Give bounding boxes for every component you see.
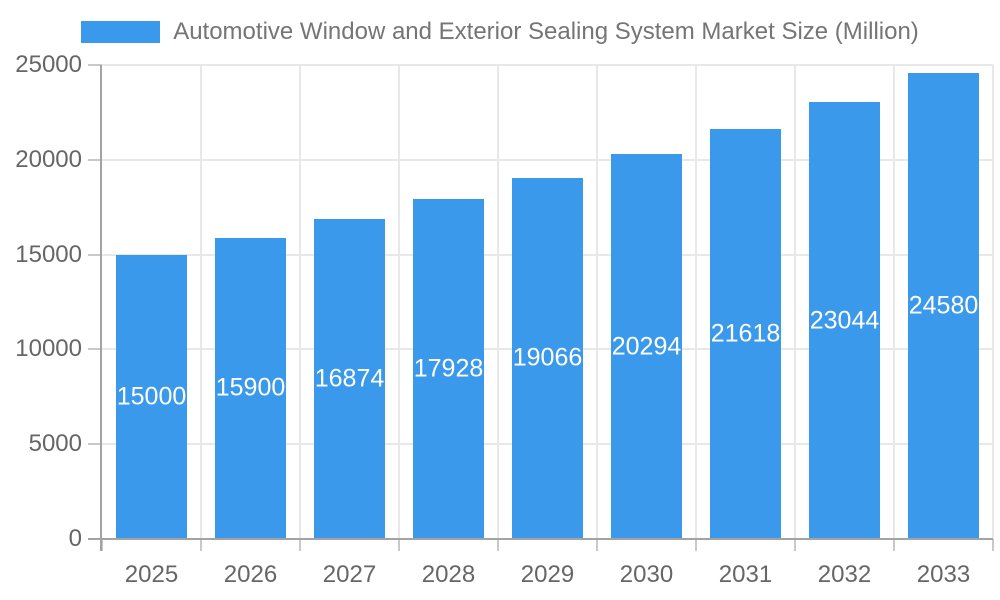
x-gridline: [200, 65, 202, 539]
bar: [908, 72, 979, 539]
x-gridline: [398, 65, 400, 539]
bar-value-label: 20294: [611, 332, 682, 361]
bar: [215, 237, 286, 539]
bar: [314, 219, 385, 539]
y-tick: [88, 158, 102, 161]
y-tick-label: 5000: [28, 430, 82, 458]
bar-value-label: 16874: [314, 364, 385, 393]
y-tick: [88, 64, 102, 66]
x-tick-label: 2025: [124, 561, 179, 588]
x-tick: [992, 539, 994, 551]
chart-legend: Automotive Window and Exterior Sealing S…: [0, 10, 1000, 54]
y-axis-line: [100, 65, 102, 551]
x-gridline: [299, 65, 301, 539]
y-gridline: [102, 64, 993, 66]
y-tick: [88, 348, 102, 351]
x-tick-label: 2026: [223, 561, 278, 588]
bar: [710, 129, 781, 539]
x-gridline: [596, 65, 598, 539]
y-tick-label: 10000: [15, 335, 82, 363]
y-tick: [88, 253, 102, 256]
x-tick-label: 2028: [421, 561, 476, 588]
x-tick-label: 2031: [718, 561, 773, 588]
y-tick-label: 0: [68, 525, 82, 552]
x-gridline: [992, 65, 994, 539]
x-gridline: [794, 65, 796, 539]
x-gridline: [695, 65, 697, 539]
bar: [809, 102, 880, 539]
legend-color-swatch: [81, 21, 161, 43]
bar: [611, 154, 682, 539]
bar-value-label: 17928: [413, 354, 484, 383]
x-tick: [299, 539, 301, 551]
x-gridline: [893, 65, 895, 539]
x-tick-label: 2032: [817, 561, 872, 588]
x-tick-label: 2033: [916, 561, 971, 588]
y-tick-label: 15000: [15, 240, 82, 268]
bar-value-label: 24580: [908, 291, 979, 320]
y-tick-label: 25000: [15, 51, 82, 78]
bar: [512, 177, 583, 539]
bar: [413, 199, 484, 539]
x-tick: [596, 539, 598, 551]
x-tick: [398, 539, 400, 551]
y-tick-label: 20000: [15, 145, 82, 173]
x-tick: [695, 539, 697, 551]
legend-item-market-size[interactable]: Automotive Window and Exterior Sealing S…: [81, 18, 919, 46]
legend-label: Automotive Window and Exterior Sealing S…: [173, 18, 919, 45]
x-axis-line: [88, 538, 993, 540]
y-tick: [88, 443, 102, 446]
x-tick-label: 2030: [619, 561, 674, 588]
bar: [116, 254, 187, 539]
x-tick-label: 2027: [322, 561, 377, 588]
bar-value-label: 15900: [215, 373, 286, 402]
bar-value-label: 21618: [710, 319, 781, 348]
x-tick: [200, 539, 202, 551]
y-gridline: [102, 158, 993, 161]
x-tick: [893, 539, 895, 551]
bar-value-label: 23044: [809, 306, 880, 335]
x-tick-label: 2029: [520, 561, 575, 588]
bar-value-label: 19066: [512, 343, 583, 372]
x-tick: [497, 539, 499, 551]
x-tick: [794, 539, 796, 551]
bar-value-label: 15000: [116, 382, 187, 411]
x-tick: [101, 539, 103, 551]
x-gridline: [497, 65, 499, 539]
